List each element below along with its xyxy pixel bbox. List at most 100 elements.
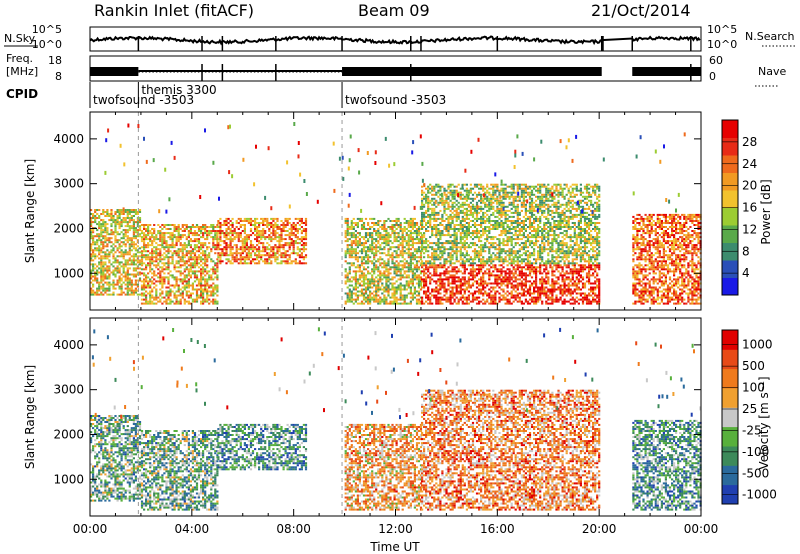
speckle-4 <box>365 401 368 406</box>
speckle-23 <box>203 344 206 348</box>
speckle-33 <box>483 392 486 397</box>
nave-tick-top: 60 <box>709 54 723 67</box>
freq-line-themis <box>138 70 343 72</box>
speckle-27 <box>602 157 605 162</box>
speckle-8 <box>514 149 517 154</box>
speckle-69 <box>124 405 127 409</box>
speckle-44 <box>455 381 458 386</box>
speckle-12 <box>564 378 567 382</box>
speckle-38 <box>366 151 369 155</box>
ytick-label-2: 3000 <box>53 177 84 191</box>
speckle-32 <box>204 128 206 133</box>
speckle-35 <box>672 392 675 396</box>
speckle-37 <box>293 122 296 126</box>
speckle-38 <box>280 337 283 342</box>
colorbar-tick-label-1: 8 <box>742 244 750 258</box>
echo-region-3 <box>344 423 423 511</box>
xtick-label-5: 20:00 <box>582 522 617 536</box>
speckle-101 <box>412 411 415 416</box>
speckle-100 <box>308 371 311 376</box>
colorbar-frame <box>721 329 739 505</box>
date-label: 21/Oct/2014 <box>591 1 691 20</box>
ytick-label-1: 2000 <box>53 427 84 441</box>
power-echo-cells <box>90 112 702 310</box>
speckle-62 <box>540 139 543 144</box>
speckle-41 <box>665 198 668 202</box>
speckle-115 <box>565 145 568 150</box>
speckle-51 <box>374 150 377 155</box>
speckle-22 <box>127 123 130 128</box>
speckle-67 <box>342 176 345 181</box>
speckle-25 <box>337 366 340 371</box>
colorbar-swatch-9 <box>722 120 738 138</box>
colorbar-swatch-1 <box>722 260 738 278</box>
x-axis-label: Time UT <box>369 540 420 554</box>
speckle-103 <box>376 399 379 404</box>
speckle-101 <box>412 140 415 145</box>
speckle-81 <box>212 160 215 165</box>
speckle-115 <box>226 405 229 410</box>
speckle-28 <box>567 138 570 143</box>
speckle-43 <box>123 162 126 167</box>
speckle-110 <box>576 200 579 205</box>
echo-region-3 <box>344 217 423 305</box>
speckle-5 <box>374 331 377 336</box>
velocity-echo-cells <box>90 318 702 516</box>
speckle-71 <box>104 170 107 175</box>
speckle-96 <box>586 398 589 403</box>
xtick-label-1: 04:00 <box>175 522 210 536</box>
nsky-trace <box>89 35 701 51</box>
cpid-segment-1: themis 3300 <box>141 83 216 97</box>
speckle-73 <box>526 199 529 204</box>
speckle-105 <box>658 394 661 399</box>
speckle-55 <box>109 356 112 361</box>
speckle-112 <box>411 150 414 155</box>
speckle-74 <box>495 200 498 205</box>
speckle-62 <box>371 410 373 415</box>
speckle-34 <box>367 355 370 360</box>
colorbar-tick-label-4: -25 <box>742 423 762 437</box>
speckle-80 <box>584 372 587 377</box>
speckle-59 <box>657 404 660 409</box>
echo-region-1 <box>140 430 219 511</box>
cpid-segment-0: twofsound -3503 <box>93 93 194 107</box>
speckle-54 <box>303 179 306 183</box>
echo-region-2 <box>217 217 308 265</box>
speckle-5 <box>122 207 125 212</box>
speckle-89 <box>424 408 427 413</box>
speckle-24 <box>143 136 145 141</box>
speckle-99 <box>242 157 245 162</box>
speckle-57 <box>213 358 216 363</box>
speckle-97 <box>297 154 300 159</box>
speckle-50 <box>559 327 562 332</box>
speckle-47 <box>380 201 383 206</box>
speckle-25 <box>516 134 519 139</box>
speckle-85 <box>92 362 95 367</box>
speckle-37 <box>645 378 648 383</box>
speckle-4 <box>388 163 391 168</box>
speckle-6 <box>575 134 578 139</box>
xtick-label-6: 00:00 <box>684 522 719 536</box>
speckle-110 <box>374 366 377 371</box>
speckle-56 <box>521 151 524 156</box>
colorbar-swatch-3 <box>722 225 738 243</box>
speckle-23 <box>255 144 257 149</box>
speckle-34 <box>316 199 319 204</box>
speckle-55 <box>384 136 387 141</box>
speckle-95 <box>513 165 516 169</box>
speckle-16 <box>488 392 491 397</box>
speckle-28 <box>637 362 640 366</box>
speckle-7 <box>581 209 584 214</box>
ytick-label-3: 4000 <box>53 132 84 146</box>
speckle-94 <box>158 209 161 214</box>
speckle-88 <box>162 336 165 341</box>
speckle-81 <box>114 377 117 382</box>
speckle-82 <box>421 178 424 183</box>
freq-label: Freq. <box>6 52 33 65</box>
colorbar-swatch-8 <box>722 137 738 156</box>
speckle-92 <box>141 355 144 360</box>
velocity-axes: 1000 2000 3000 4000 00:00 04:00 08:00 12:00 16:0… <box>53 318 718 536</box>
speckle-89 <box>470 149 473 154</box>
speckle-84 <box>165 209 168 214</box>
